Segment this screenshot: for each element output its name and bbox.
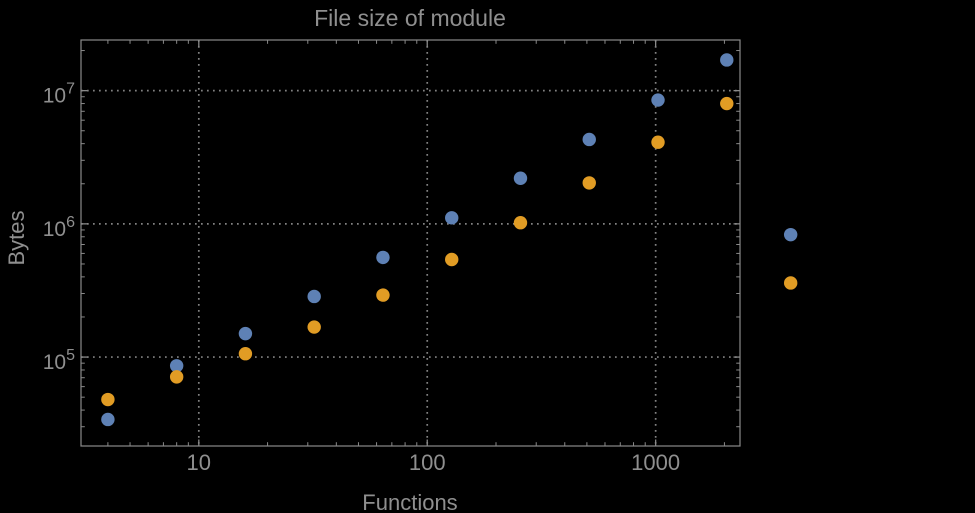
point-series-2-orange	[651, 135, 665, 149]
point-series-2-orange	[307, 320, 321, 334]
point-series-2-orange	[445, 252, 459, 267]
x-axis-label: Functions	[362, 490, 457, 513]
point-series-1-blue	[783, 227, 798, 242]
point-series-1-blue	[238, 326, 253, 341]
plot-frame	[80, 39, 741, 447]
point-series-2-orange	[376, 288, 390, 302]
point-series-2-orange	[101, 392, 115, 407]
point-series-1-blue	[376, 250, 390, 265]
x-tick-label: 1000	[631, 450, 680, 475]
point-series-2-orange	[783, 276, 798, 290]
y-tick-label: 106	[43, 214, 75, 241]
y-tick-label: 107	[43, 81, 75, 108]
point-series-1-blue	[582, 132, 596, 147]
point-series-1-blue	[445, 211, 459, 225]
point-series-2-orange	[582, 176, 596, 190]
point-series-1-blue	[720, 53, 734, 67]
point-series-1-blue	[307, 289, 321, 304]
point-series-1-blue	[513, 171, 528, 185]
point-series-1-blue	[101, 412, 115, 427]
point-series-2-orange	[169, 370, 184, 384]
point-series-2-orange	[513, 216, 528, 230]
point-series-2-orange	[720, 96, 734, 111]
point-series-1-blue	[651, 93, 665, 107]
plot-frame-and-ticks	[80, 39, 741, 447]
y-axis-label: Bytes	[4, 210, 29, 265]
y-tick-label: 105	[43, 347, 75, 374]
point-series-1-blue	[169, 359, 184, 373]
chart-title: File size of module	[314, 5, 506, 31]
gridlines	[81, 40, 740, 446]
point-series-2-orange	[238, 347, 253, 361]
tick-labels: 10 100 1000 105 106 107	[43, 81, 680, 475]
x-tick-label: 10	[187, 450, 211, 475]
data-points	[101, 53, 798, 427]
x-tick-label: 100	[409, 450, 446, 475]
